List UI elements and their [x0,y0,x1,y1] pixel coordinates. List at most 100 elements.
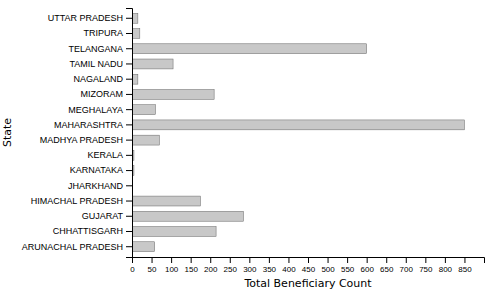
x-tick-label: 850 [458,265,472,274]
y-tick: TRIPURA [83,28,132,38]
x-tick-label: 100 [165,265,179,274]
y-tick: TELANGANA [68,44,132,54]
x-axis: 0 50 100 150 200 250 300 350 400 450 500 550 600 650 7… [130,257,484,274]
y-tick-mark [126,33,132,34]
y-tick: MIZORAM [81,89,133,99]
y-tick-label: MADHYA PRADESH [40,135,123,145]
bar [132,211,243,221]
x-tick: 550 [341,257,355,274]
chart: 0 50 100 150 200 250 300 350 400 450 500 550 600 650 7… [0,0,500,293]
y-tick-label: TELANGANA [68,44,123,54]
x-tick-label: 300 [243,265,257,274]
plot: 0 50 100 150 200 250 300 350 400 450 500 550 600 650 7… [22,9,485,274]
y-tick-mark [126,216,132,217]
x-axis-line [133,258,485,264]
y-tick: ARUNACHAL PRADESH [22,242,132,252]
x-tick: 750 [419,257,433,274]
x-tick: 200 [204,257,218,274]
x-tick-mark [445,257,446,263]
x-tick: 350 [263,257,277,274]
x-tick: 850 [458,257,472,274]
x-tick: 50 [148,257,157,274]
y-tick: KARNATAKA [70,165,132,175]
bar [132,120,464,130]
x-tick-label: 550 [341,265,355,274]
y-tick: GUJARAT [82,211,132,221]
y-axis: ARUNACHAL PRADESH CHHATTISGARH GUJARAT HIMA… [22,9,133,258]
y-tick-mark [126,231,132,232]
y-tick-mark [126,18,132,19]
bar [132,89,214,99]
bar [132,227,216,237]
y-tick-mark [126,140,132,141]
x-tick-mark [230,257,231,263]
x-tick: 250 [224,257,238,274]
x-tick-label: 600 [360,265,374,274]
bar [132,105,155,115]
x-tick-label: 650 [380,265,394,274]
y-tick-label: KARNATAKA [70,165,123,175]
y-tick: MEGHALAYA [68,105,132,115]
x-tick-mark [249,257,250,263]
x-tick-label: 250 [224,265,238,274]
y-tick-mark [126,48,132,49]
x-tick-mark [367,257,368,263]
y-tick-label: CHHATTISGARH [53,226,123,236]
x-tick-label: 400 [282,265,296,274]
y-tick-label: MEGHALAYA [68,105,123,115]
x-tick-mark [288,257,289,263]
y-tick-label: JHARKHAND [68,181,124,191]
x-tick: 800 [439,257,453,274]
x-tick-mark [171,257,172,263]
y-axis-title: State [1,118,14,147]
x-tick-label: 500 [321,265,335,274]
bars [132,13,464,251]
y-tick: CHHATTISGARH [53,226,132,236]
y-tick-mark [126,109,132,110]
x-tick: 700 [400,257,414,274]
y-axis-line [126,9,133,258]
x-tick-label: 750 [419,265,433,274]
y-tick-label: TRIPURA [83,28,123,38]
x-tick-mark [328,257,329,263]
x-tick-mark [347,257,348,263]
y-tick-mark [126,201,132,202]
x-tick-label: 800 [439,265,453,274]
y-tick: KERALA [87,150,132,160]
bar [132,44,367,54]
x-tick: 600 [360,257,374,274]
x-tick-mark [425,257,426,263]
bar [132,135,159,145]
x-tick-label: 150 [184,265,198,274]
bar [132,59,173,69]
x-tick: 100 [165,257,179,274]
y-tick: MAHARASHTRA [54,120,132,130]
y-tick-label: MIZORAM [81,89,124,99]
y-tick-label: TAMIL NADU [69,59,123,69]
x-tick-mark [210,257,211,263]
x-tick: 150 [184,257,198,274]
y-tick-mark [126,94,132,95]
y-tick-label: GUJARAT [82,211,124,221]
x-tick-label: 0 [130,265,135,274]
x-tick: 650 [380,257,394,274]
bar [132,242,155,252]
y-tick-mark [126,185,132,186]
x-tick-label: 200 [204,265,218,274]
y-tick: JHARKHAND [68,181,132,191]
y-tick-mark [126,155,132,156]
y-tick: HIMACHAL PRADESH [31,196,132,206]
y-tick-label: UTTAR PRADESH [48,13,123,23]
y-tick-label: HIMACHAL PRADESH [31,196,123,206]
y-tick-label: MAHARASHTRA [54,120,123,130]
x-tick: 0 [130,257,135,274]
x-tick-mark [191,257,192,263]
x-tick: 300 [243,257,257,274]
x-tick-mark [464,257,465,263]
x-tick-mark [308,257,309,263]
x-tick: 450 [302,257,316,274]
x-tick: 400 [282,257,296,274]
y-tick: NAGALAND [73,74,132,84]
x-tick-mark [269,257,270,263]
x-tick-mark [386,257,387,263]
